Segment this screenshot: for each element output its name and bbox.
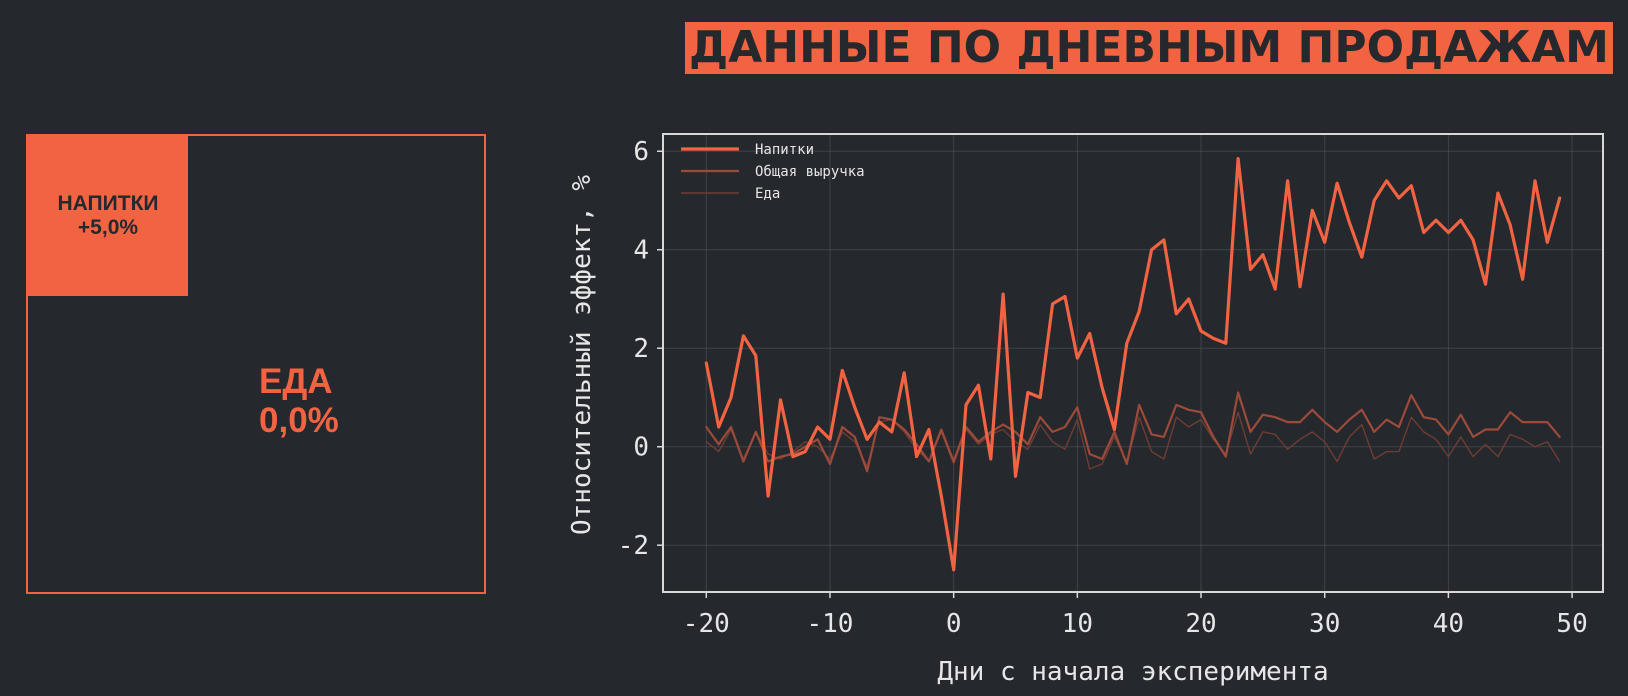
legend-label-3: Еда	[755, 186, 780, 202]
treemap-tile-food: ЕДА 0,0%	[259, 362, 339, 440]
series-layer	[704, 156, 1562, 572]
grid-layer	[663, 134, 1603, 592]
y-tick-label: 0	[633, 433, 649, 463]
treemap: НАПИТКИ +5,0% ЕДА 0,0%	[26, 134, 486, 594]
legend-label-1: Напитки	[755, 142, 814, 158]
treemap-tile-food-label: ЕДА	[259, 362, 333, 401]
y-axis-label: Относительный эффект, %	[567, 175, 597, 535]
legend-label-2: Общая выручка	[755, 164, 865, 180]
x-tick-label: -20	[683, 609, 730, 639]
x-tick-label: 0	[946, 609, 962, 639]
line-chart: -20 -10 0 10 20 30 40 50 -2 0 2 4 6 Напитки Общая выр…	[560, 120, 1620, 696]
series-line-2	[705, 391, 1561, 473]
treemap-tile-drinks-label: НАПИТКИ	[57, 192, 159, 215]
x-tick-label: 20	[1185, 609, 1216, 639]
treemap-tile-drinks-value: +5,0%	[77, 216, 139, 239]
x-tick-label: 10	[1062, 609, 1093, 639]
page-title: ДАННЫЕ ПО ДНЕВНЫМ ПРОДАЖАМ	[685, 22, 1613, 74]
y-tick-label: 6	[633, 137, 649, 167]
x-tick-label: -10	[806, 609, 853, 639]
legend: Напитки Общая выручка Еда	[681, 142, 865, 202]
treemap-tile-drinks: НАПИТКИ +5,0%	[28, 136, 188, 296]
y-tick-label: 2	[633, 334, 649, 364]
y-tick-label: -2	[618, 531, 649, 561]
x-tick-label: 50	[1556, 609, 1587, 639]
x-tick-label: 40	[1433, 609, 1464, 639]
plot-frame	[662, 133, 1604, 593]
treemap-tile-food-value: 0,0%	[259, 401, 339, 440]
series-line-1	[704, 156, 1562, 572]
y-tick-label: 4	[633, 236, 649, 266]
x-tick-label: 30	[1309, 609, 1340, 639]
x-axis-label: Дни с начала эксперимента	[937, 657, 1328, 687]
